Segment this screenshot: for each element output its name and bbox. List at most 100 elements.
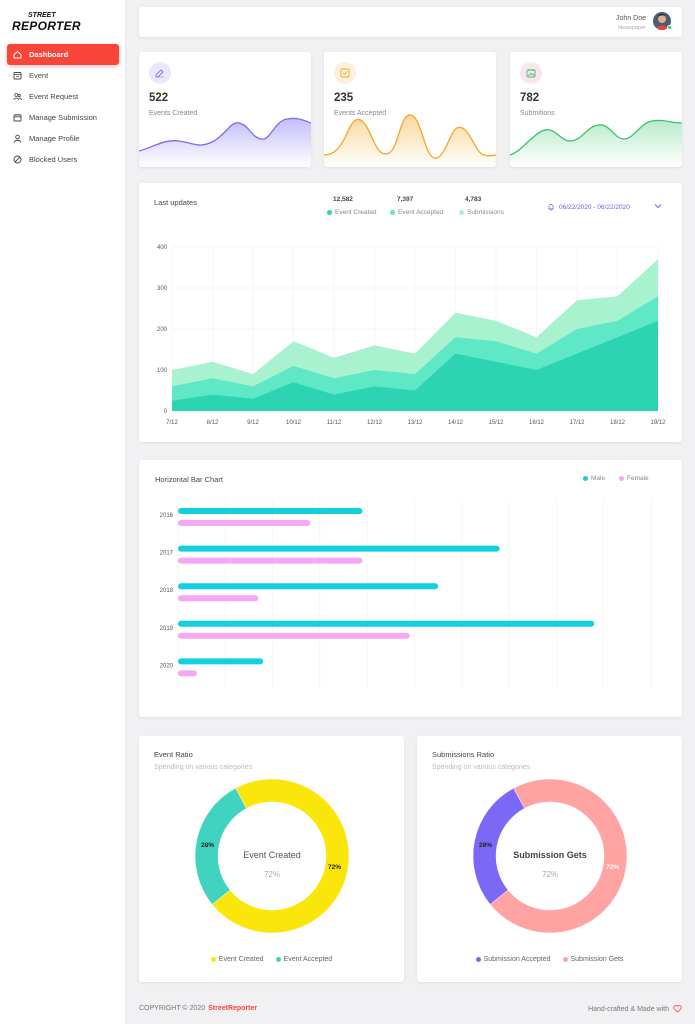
stat-label: Events Accepted bbox=[334, 110, 387, 117]
legend-event-accepted[interactable]: Event Accepted bbox=[390, 209, 443, 216]
legend-submissions[interactable]: Submissions bbox=[459, 209, 504, 216]
stat-label: Events Created bbox=[149, 110, 198, 117]
legend-value-event-created: 12,582 bbox=[333, 196, 353, 203]
x-tick-label: 16/12 bbox=[529, 420, 545, 426]
chevron-down-icon[interactable] bbox=[654, 203, 662, 209]
submissions-ratio-donut-chart: Submission Gets 72% 28% 72% bbox=[472, 778, 628, 934]
bar-female-2018 bbox=[178, 595, 259, 602]
users-icon bbox=[13, 92, 22, 101]
online-status-dot bbox=[667, 25, 672, 30]
legend-male[interactable]: Male bbox=[583, 475, 605, 482]
submissions-ratio-card: Submissions Ratio Spending on various ca… bbox=[417, 736, 682, 982]
sidebar-item-event-request[interactable]: Event Request bbox=[7, 86, 119, 107]
y-tick-label: 2019 bbox=[160, 626, 174, 632]
legend-dot bbox=[459, 210, 464, 215]
legend-dot bbox=[619, 476, 624, 481]
donut-slice-submission-accepted[interactable] bbox=[472, 787, 525, 905]
horizontal-bar-chart: 2016 2017 2018 2019 2020 bbox=[160, 500, 652, 688]
x-tick-label: 14/12 bbox=[448, 420, 464, 426]
submissions-ratio-subtitle: Spending on various categories bbox=[432, 764, 531, 771]
donut-center-label: Submission Gets bbox=[513, 850, 587, 860]
x-tick-label: 18/12 bbox=[610, 420, 626, 426]
legend-event-created[interactable]: Event Created bbox=[327, 209, 377, 216]
x-tick-label: 8/12 bbox=[207, 420, 219, 426]
legend-submission-accepted[interactable]: Submission Accepted bbox=[475, 956, 551, 963]
bell-icon bbox=[548, 204, 554, 211]
stat-value: 782 bbox=[520, 92, 540, 104]
horizontal-bar-chart-title: Horizontal Bar Chart bbox=[155, 475, 223, 484]
legend-event-created[interactable]: Event Created bbox=[210, 956, 264, 963]
donut-slice-submission-gets[interactable] bbox=[489, 778, 628, 934]
sidebar-item-event[interactable]: Event bbox=[7, 65, 119, 86]
last-updates-card: Last updates 12,582 7,397 4,783 Event Cr… bbox=[139, 183, 682, 442]
sidebar-item-blocked-users[interactable]: Blocked Users bbox=[7, 149, 119, 170]
event-ratio-card: Event Ratio Spending on various categori… bbox=[139, 736, 404, 982]
legend-label: Female bbox=[627, 475, 649, 482]
legend-label: Event Accepted bbox=[283, 956, 333, 963]
last-updates-area-chart: 0 100 200 300 400 7/12 8/12 9/12 10/12 11/12 12/12… bbox=[157, 245, 666, 426]
y-tick-label: 300 bbox=[157, 286, 168, 292]
sidebar-item-dashboard[interactable]: Dashboard bbox=[7, 44, 119, 65]
y-tick-label: 2018 bbox=[160, 588, 174, 594]
home-icon bbox=[13, 50, 22, 59]
donut-center-label: Event Created bbox=[243, 850, 301, 860]
sidebar-nav: Dashboard Event Event Request Manage Submis… bbox=[7, 44, 119, 170]
footer-brand-link[interactable]: StreetReporter bbox=[208, 1005, 258, 1012]
stat-label: Submitions bbox=[520, 110, 555, 117]
bar-female-2019 bbox=[178, 632, 410, 639]
x-tick-label: 11/12 bbox=[327, 420, 342, 426]
avatar[interactable] bbox=[653, 12, 671, 30]
donut-slice-event-accepted[interactable] bbox=[194, 787, 247, 905]
top-bar: John Doe Newspaper bbox=[139, 7, 682, 37]
donut-center-value: 72% bbox=[542, 870, 558, 879]
sidebar-item-label: Dashboard bbox=[29, 50, 69, 59]
y-tick-label: 2016 bbox=[160, 513, 174, 519]
date-range-label: 06/22/2020 - 06/22/2020 bbox=[559, 203, 630, 211]
legend-event-accepted[interactable]: Event Accepted bbox=[275, 956, 333, 963]
x-tick-label: 15/12 bbox=[488, 420, 504, 426]
app-logo[interactable]: STREET REPORTER bbox=[12, 12, 81, 34]
donut-slice-pct-label: 28% bbox=[479, 842, 492, 849]
sidebar-item-label: Manage Profile bbox=[29, 134, 80, 143]
user-icon bbox=[13, 134, 22, 143]
edit-icon bbox=[149, 62, 171, 84]
donut-slice-pct-label: 72% bbox=[606, 864, 619, 871]
legend-dot bbox=[327, 210, 332, 215]
bar-male-2017 bbox=[178, 545, 500, 552]
sidebar-item-manage-profile[interactable]: Manage Profile bbox=[7, 128, 119, 149]
event-ratio-title: Event Ratio bbox=[154, 750, 193, 759]
legend-label: Male bbox=[591, 475, 606, 482]
donut-slice-event-created[interactable] bbox=[211, 778, 350, 934]
legend-dot bbox=[562, 957, 568, 962]
bar-male-2016 bbox=[178, 508, 363, 514]
x-tick-label: 17/12 bbox=[569, 420, 585, 426]
y-tick-label: 100 bbox=[157, 368, 168, 374]
bar-male-2020 bbox=[178, 658, 264, 665]
legend-female[interactable]: Female bbox=[619, 475, 649, 482]
footer-credit: Hand-crafted & Made with bbox=[588, 1005, 682, 1013]
y-tick-label: 200 bbox=[157, 327, 168, 333]
legend-dot bbox=[275, 957, 281, 962]
legend-label: Event Created bbox=[335, 209, 377, 216]
event-ratio-subtitle: Spending on various categories bbox=[154, 764, 253, 771]
bar-female-2020 bbox=[178, 670, 197, 677]
sidebar: STREET REPORTER Dashboard Event Event Requ… bbox=[0, 0, 126, 1024]
donut-slice-pct-label: 72% bbox=[328, 864, 341, 871]
sidebar-item-manage-submission[interactable]: Manage Submission bbox=[7, 107, 119, 128]
legend-submission-gets[interactable]: Submission Gets bbox=[562, 956, 623, 963]
events-created-sparkline bbox=[139, 117, 311, 167]
x-tick-label: 19/12 bbox=[650, 420, 666, 426]
stat-value: 235 bbox=[334, 92, 354, 104]
sidebar-item-label: Event Request bbox=[29, 92, 79, 101]
copyright-text: COPYRIGHT © 2020 bbox=[139, 1005, 206, 1012]
y-tick-label: 2017 bbox=[160, 551, 174, 557]
logo-line-2: REPORTER bbox=[12, 19, 81, 33]
date-range-picker[interactable]: 06/22/2020 - 06/22/2020 bbox=[547, 203, 630, 211]
horizontal-bar-chart-card: Horizontal Bar Chart Male Female 2016 201… bbox=[139, 460, 682, 717]
x-tick-label: 7/12 bbox=[166, 420, 178, 426]
heart-icon bbox=[673, 1005, 682, 1013]
legend-dot bbox=[583, 476, 588, 481]
submissions-ratio-title: Submissions Ratio bbox=[432, 750, 495, 759]
sidebar-item-label: Manage Submission bbox=[29, 113, 97, 122]
bar-female-2017 bbox=[178, 557, 363, 564]
